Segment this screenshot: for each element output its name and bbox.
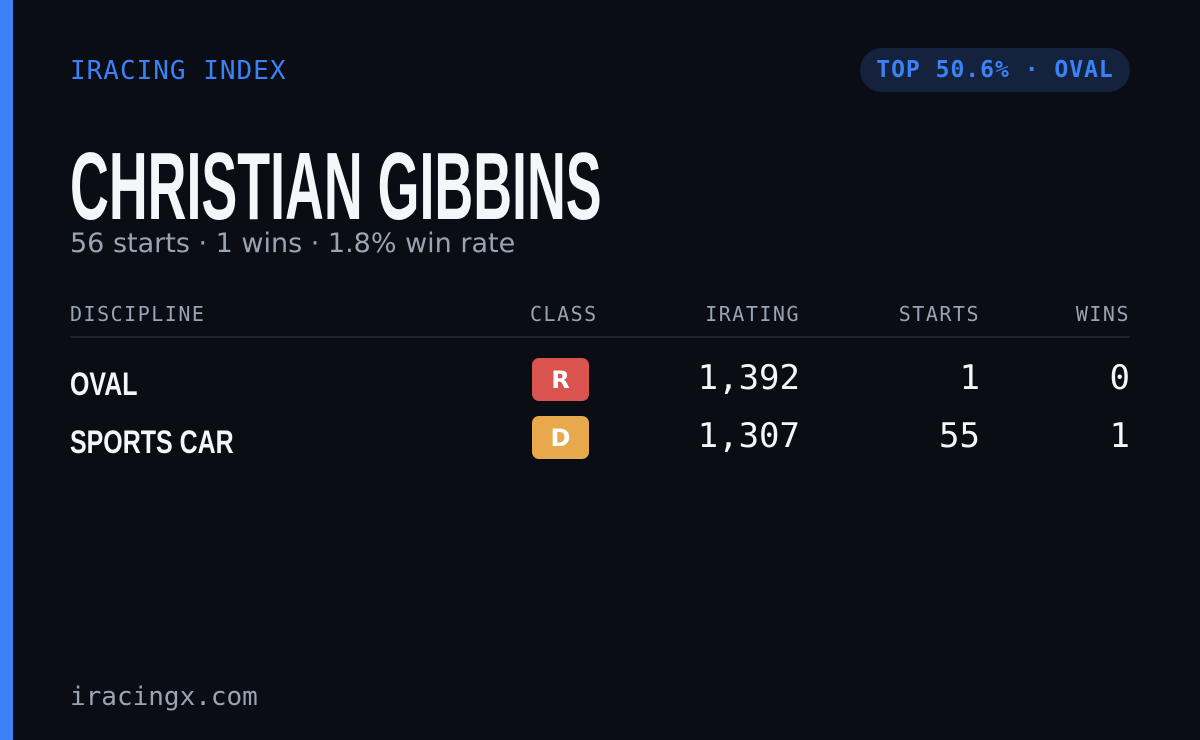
table-row: SPORTS CAR D 1,307 55 1 [70,416,1130,460]
table-header: DISCIPLINE CLASS IRATING STARTS WINS [70,296,1130,338]
table-row: OVAL R 1,392 1 0 [70,358,1130,402]
irating: 1,392 [697,358,800,398]
wins: 0 [1109,358,1130,398]
column-header: CLASS [530,302,598,326]
starts: 55 [939,416,980,456]
summary: 56 starts · 1 wins · 1.8% win rate [70,228,516,259]
discipline: SPORTS CAR [70,424,234,460]
column-header: WINS [1075,302,1130,326]
starts: 1 [959,358,980,398]
column-header: STARTS [898,302,980,326]
discipline: OVAL [70,366,138,402]
rank-badge: TOP 50.6% · OVAL [860,48,1130,92]
brand: IRACING INDEX [70,56,287,86]
license-class: R [532,358,589,401]
column-header: DISCIPLINE [70,302,206,326]
license-class: D [532,416,589,459]
irating: 1,307 [697,416,800,456]
column-header: IRATING [705,302,800,326]
site-link: iracingx.com [70,682,258,712]
wins: 1 [1109,416,1130,456]
accent-bar [0,0,13,740]
driver-name: CHRISTIAN GIBBINS [70,133,602,240]
